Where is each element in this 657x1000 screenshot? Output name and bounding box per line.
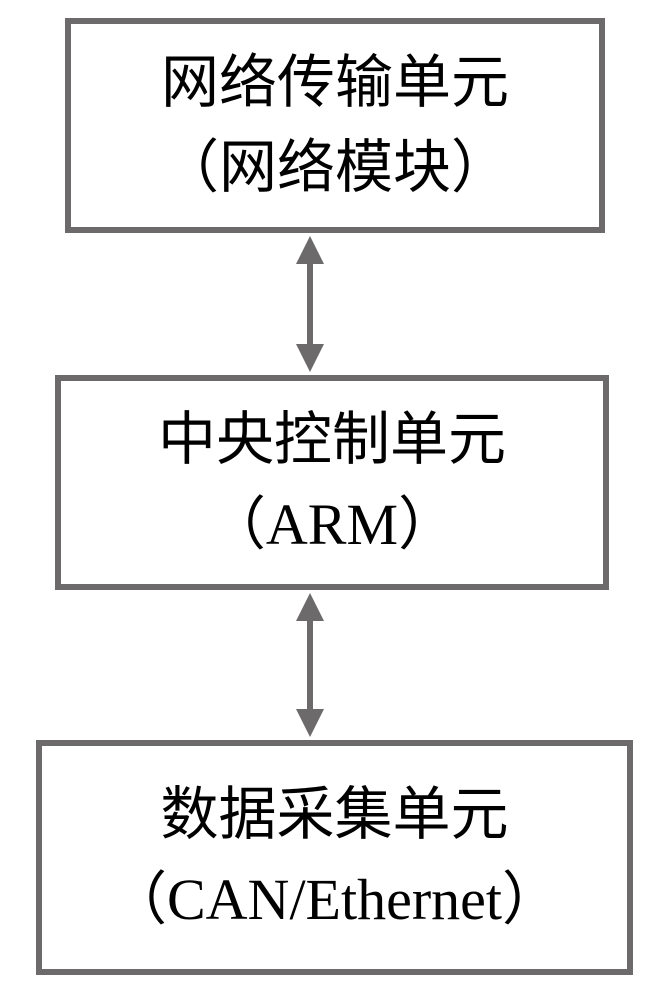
block-data-line1: 数据采集单元 xyxy=(160,773,508,857)
block-cpu-line1: 中央控制单元 xyxy=(158,398,506,482)
diagram-container: 网络传输单元 （网络模块） 中央控制单元 （ARM） 数据采集单元 （CAN/E… xyxy=(0,0,657,1000)
double-arrow-icon xyxy=(293,236,327,372)
block-network: 网络传输单元 （网络模块） xyxy=(65,18,605,233)
block-data: 数据采集单元 （CAN/Ethernet） xyxy=(36,740,633,975)
block-network-line1: 网络传输单元 xyxy=(161,41,509,125)
block-data-line2: （CAN/Ethernet） xyxy=(109,858,560,942)
block-network-line2: （网络模块） xyxy=(161,126,509,210)
double-arrow-icon xyxy=(293,593,327,737)
block-cpu: 中央控制单元 （ARM） xyxy=(55,375,609,590)
block-cpu-line2: （ARM） xyxy=(208,483,456,567)
